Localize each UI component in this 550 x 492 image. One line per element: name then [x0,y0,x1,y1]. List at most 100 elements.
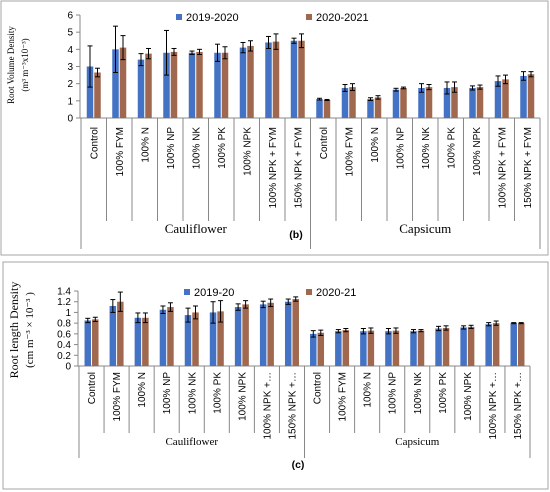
legend-label: 2020-21 [316,287,356,299]
x-tick-label: 100% NPK [463,372,474,421]
group-label: Cauliflower [165,221,228,236]
bar-1 [284,301,292,366]
x-tick-label: Control [87,372,98,404]
y-tick-label: 1 [67,96,73,107]
legend-label: 2019-2020 [186,12,239,24]
x-tick-label: Control [319,127,330,159]
bar-2 [117,301,124,366]
bar-1 [392,89,400,118]
y-tick-label: 2 [67,79,73,90]
bar-1 [341,87,349,118]
y-axis-unit: (m³ m⁻³x10⁻³) [20,38,30,91]
bar-1 [443,87,451,118]
panel-label: (b) [289,229,302,241]
y-axis-unit: (cm m⁻³ × 10⁻³ ) [24,292,36,368]
x-tick-label: 100% N [140,127,151,163]
bar-2 [342,330,350,366]
bar-1 [214,52,221,119]
group-label: Cauliflower [165,436,218,448]
bar-1 [137,59,145,118]
bar-1 [460,327,467,366]
bar-1 [112,49,119,119]
bar-2 [349,87,356,118]
bar-1 [367,99,374,118]
x-tick-label: 100% NK [413,372,424,415]
x-tick-label: 100% NP [388,372,399,415]
bar-1 [418,87,425,118]
bar-2 [170,51,178,118]
bar-2 [167,307,174,366]
bar-2 [196,51,203,118]
bar-1 [239,47,247,118]
chart-panel-1: 0 1 2 3 4 5 6 Root Volume Density (m³ m⁻³x10⁻³) C… [0,0,549,256]
bar-2 [298,40,305,118]
bar-2 [145,53,152,118]
y-tick-label: 0.4 [57,340,71,351]
bar-2 [451,87,458,118]
bar-2 [467,326,475,366]
bar-1 [494,81,502,118]
x-tick-label: 100% PK [446,127,457,169]
bar-2 [502,79,509,118]
y-tick-label: 0 [67,114,73,125]
bar-2 [367,330,375,366]
group-label: Capsicum [395,436,439,448]
bar-2 [417,330,425,366]
chart-frame [2,261,549,490]
y-tick-label: 0.8 [57,319,71,330]
bar-2 [400,87,407,118]
y-tick-label: 6 [67,11,73,22]
x-tick-label: Control [313,372,324,404]
bar-2 [292,299,299,366]
bar-1 [134,317,142,366]
bar-1 [485,324,492,366]
x-tick-label: Control [89,127,100,159]
x-tick-label: 100% FYM [338,372,349,421]
x-tick-label: 100% NK [421,127,432,170]
bar-2 [392,330,400,366]
legend-swatch [184,289,190,295]
x-tick-label: 100% NP [166,127,177,170]
bar-2 [119,47,127,118]
x-tick-label: 100% NPK +… [488,372,499,440]
bar-1 [290,40,298,118]
bar-2 [317,332,325,366]
x-tick-label: 100% NP [395,127,406,170]
bar-1 [163,52,170,119]
bar-2 [374,97,382,118]
bar-1 [469,87,476,118]
bar-1 [265,42,272,118]
bar-1 [410,331,417,366]
y-axis-title: Root Volume Density [6,26,16,104]
bar-2 [242,304,249,366]
bar-2 [272,41,280,118]
bar-2 [517,323,525,366]
bar-1 [159,309,167,366]
bar-1 [385,331,392,366]
x-tick-label: 100% PK [212,372,223,414]
bar-2 [247,45,254,118]
bar-2 [476,87,484,118]
x-tick-label: 100% NPK + FYM [497,127,508,208]
x-tick-label: 150% NPK + FYM [293,127,304,208]
x-tick-label: 150% NPK +… [287,372,298,440]
legend-label: 2019-20 [194,287,234,299]
bar-1 [360,331,367,366]
x-tick-label: 100% NPK [237,372,248,421]
bar-1 [510,323,517,366]
bar-1 [84,320,92,366]
bar-1 [316,99,323,118]
y-tick-label: 1.2 [57,297,71,308]
x-tick-label: 100% NPK [242,127,253,176]
y-tick-label: 0 [65,362,71,373]
y-tick-label: 1.4 [57,287,71,298]
bar-1 [86,66,94,118]
bar-1 [520,75,527,118]
legend-swatch [306,14,312,20]
bar-1 [109,306,117,366]
y-tick-label: 4 [67,45,73,56]
y-tick-label: 3 [67,62,73,73]
x-tick-label: 100% FYM [112,372,123,421]
x-tick-label: 100% N [137,372,148,408]
